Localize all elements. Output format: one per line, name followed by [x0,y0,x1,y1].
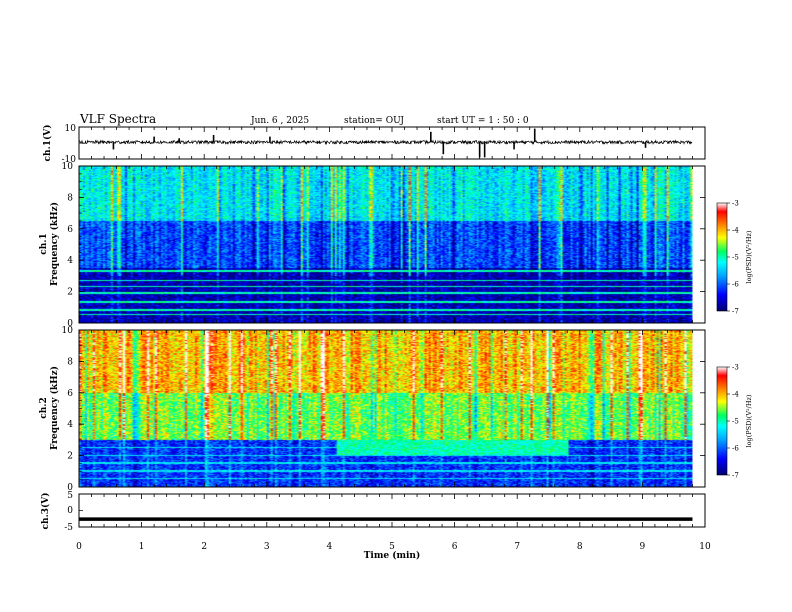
x-tick-label: 7 [514,542,520,552]
x-tick-label: 8 [577,542,583,552]
frequency-tick-label: 8 [67,193,73,203]
x-tick-label: 3 [264,542,270,552]
ch3-ytick-mid: 0 [67,506,73,516]
x-tick-labels: 0 1 2 3 4 5 6 7 8 9 10 [76,542,711,552]
colorbar-tick-label: -5 [732,418,739,426]
ch1-colorbar-ticks: -3 -4 -5 -6 -7 [727,200,739,316]
x-tick-label: 0 [76,542,82,552]
colorbar-tick-label: -3 [732,200,739,208]
start-time-label: start UT = 1 : 50 : 0 [437,116,529,126]
ch1-waveform-ylabel: ch.1(V) [42,125,53,162]
colorbar-tick-label: -3 [732,364,739,372]
colorbar-tick-label: -6 [732,445,739,453]
ch3-waveform-ticks [78,494,706,527]
ch1-ytick-top: 10 [65,124,77,134]
date-label: Jun. 6 , 2025 [250,116,309,126]
ch1-ytick-bottom: -10 [62,155,77,165]
frequency-tick-label: 0 [67,483,73,493]
x-tick-label: 9 [640,542,646,552]
colorbar-tick-label: -5 [732,254,739,262]
ch1-spectrogram-ylabel: Frequency (kHz) [49,202,60,286]
colorbar-tick-label: -4 [732,227,739,235]
ch1-waveform-trace [78,126,693,160]
ch2-spectrogram-panel: 0 2 4 6 8 10 ch.2 Frequency (kHz) -3 -4 -5 -6 -7 … [39,326,753,493]
ch3-waveform-ylabel: ch.3(V) [40,493,51,530]
station-label: station= OUJ [344,116,404,126]
ch3-ytick-bottom: -5 [64,523,73,533]
x-axis-label: Time (min) [364,550,421,561]
ch1-spectrogram-ylabel-channel: ch.1 [39,233,49,254]
colorbar-tick-label: -7 [732,472,739,480]
x-tick-label: 10 [699,542,711,552]
frequency-tick-label: 6 [67,389,73,399]
ch1-colorbar: -3 -4 -5 -6 -7 log(PSD)(V²/Hz) [716,200,753,316]
ch2-spectrogram-ylabel-channel: ch.2 [39,397,49,418]
ch2-colorbar-gradient [716,366,728,476]
x-tick-label: 2 [201,542,207,552]
ch2-spectrogram-ticks [78,330,706,487]
frequency-tick-label: 4 [67,420,73,430]
ch1-waveform-ticks [78,127,706,159]
frequency-tick-label: 8 [67,357,73,367]
frequency-tick-label: 10 [62,326,74,336]
ch1-colorbar-label: log(PSD)(V²/Hz) [745,230,753,283]
ch1-noise-trace [78,139,693,146]
frequency-tick-label: 10 [62,162,74,172]
ch2-spectrogram-image [79,330,693,487]
x-tick-label: 5 [389,542,395,552]
x-tick-label: 6 [452,542,458,552]
ch2-spectrogram-ylabel: Frequency (kHz) [49,366,60,450]
ch1-spectrogram-image [79,166,693,323]
x-tick-label: 4 [327,542,333,552]
ch3-waveform-panel: 5 0 -5 ch.3(V) [40,491,706,533]
colorbar-tick-label: -4 [732,391,739,399]
colorbar-tick-label: -7 [732,308,739,316]
frequency-tick-label: 0 [67,319,73,329]
ch2-colorbar-ticks: -3 -4 -5 -6 -7 [727,364,739,480]
ch3-waveform-trace [79,493,693,528]
ch1-waveform-panel: 10 -10 ch.1(V) [42,124,706,165]
frequency-tick-label: 6 [67,225,73,235]
ch1-spectrogram-panel: 0 2 4 6 8 10 ch.1 Frequency (kHz) -3 -4 -5 -6 -7 … [39,162,753,329]
ch1-colorbar-gradient [716,202,728,312]
ch3-ytick-top: 5 [67,491,73,501]
frequency-tick-label: 2 [67,288,73,298]
ch2-colorbar-label: log(PSD)(V²/Hz) [745,394,753,447]
frequency-tick-label: 4 [67,256,73,266]
colorbar-tick-label: -6 [732,281,739,289]
ch1-spectrogram-yticks: 0 2 4 6 8 10 [62,162,705,329]
ch2-spectrogram-yticks: 0 2 4 6 8 10 [62,326,705,493]
x-tick-label: 1 [139,542,145,552]
ch2-colorbar: -3 -4 -5 -6 -7 log(PSD)(V²/Hz) [716,364,753,480]
frequency-tick-label: 2 [67,452,73,462]
figure-title: VLF Spectra [79,112,156,126]
ch1-spectrogram-ticks [78,166,706,323]
